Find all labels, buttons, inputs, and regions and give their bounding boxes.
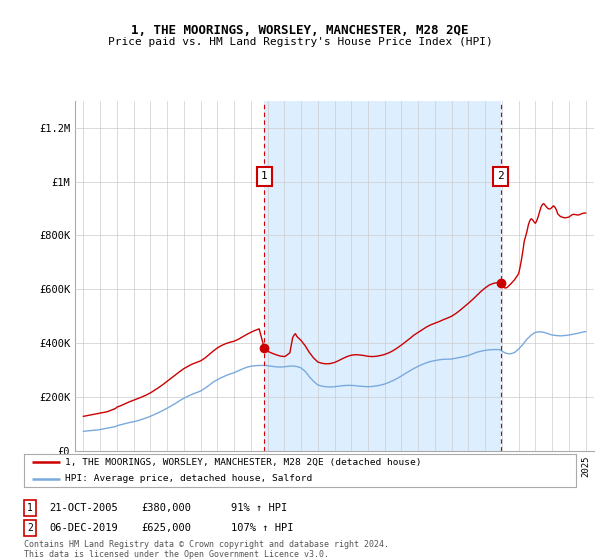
Text: Price paid vs. HM Land Registry's House Price Index (HPI): Price paid vs. HM Land Registry's House …: [107, 37, 493, 47]
Text: 1: 1: [27, 503, 33, 513]
Text: HPI: Average price, detached house, Salford: HPI: Average price, detached house, Salf…: [65, 474, 313, 483]
Text: 06-DEC-2019: 06-DEC-2019: [49, 523, 118, 533]
Text: 1: 1: [261, 171, 268, 181]
Text: 91% ↑ HPI: 91% ↑ HPI: [231, 503, 287, 513]
Text: 1, THE MOORINGS, WORSLEY, MANCHESTER, M28 2QE: 1, THE MOORINGS, WORSLEY, MANCHESTER, M2…: [131, 24, 469, 36]
Text: 2: 2: [497, 171, 504, 181]
Text: £380,000: £380,000: [141, 503, 191, 513]
Text: 21-OCT-2005: 21-OCT-2005: [49, 503, 118, 513]
Text: Contains HM Land Registry data © Crown copyright and database right 2024.
This d: Contains HM Land Registry data © Crown c…: [24, 540, 389, 559]
Text: 107% ↑ HPI: 107% ↑ HPI: [231, 523, 293, 533]
Bar: [265, 101, 500, 451]
Text: 2: 2: [27, 523, 33, 533]
Text: £625,000: £625,000: [141, 523, 191, 533]
Text: 1, THE MOORINGS, WORSLEY, MANCHESTER, M28 2QE (detached house): 1, THE MOORINGS, WORSLEY, MANCHESTER, M2…: [65, 458, 422, 466]
